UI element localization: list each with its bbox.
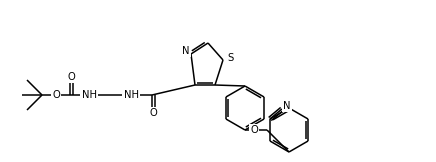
Text: NH: NH <box>123 90 139 100</box>
Text: N: N <box>182 46 190 56</box>
Text: O: O <box>68 72 75 82</box>
Text: O: O <box>150 108 157 118</box>
Text: S: S <box>227 53 233 63</box>
Text: N: N <box>283 101 291 111</box>
Text: O: O <box>52 90 60 100</box>
Text: O: O <box>250 125 258 135</box>
Text: NH: NH <box>82 90 96 100</box>
